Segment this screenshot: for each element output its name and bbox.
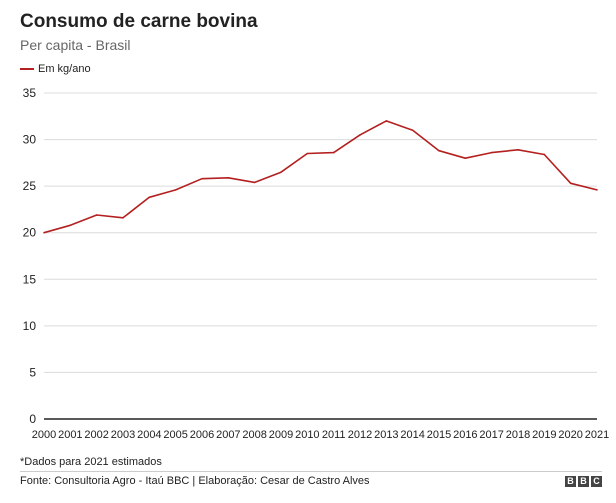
x-tick-label: 2019	[532, 429, 556, 441]
footer-divider	[20, 471, 602, 472]
data-point	[464, 157, 467, 159]
y-tick-label: 5	[29, 365, 36, 379]
bbc-logo: B B C	[565, 476, 602, 487]
data-point	[517, 149, 519, 151]
x-tick-label: 2017	[479, 429, 503, 441]
x-tick-label: 2003	[111, 429, 135, 441]
x-tick-label: 2006	[190, 429, 214, 441]
bbc-logo-letter: B	[565, 476, 576, 487]
y-tick-label: 10	[23, 319, 37, 333]
chart-title: Consumo de carne bovina	[20, 11, 258, 32]
data-point	[438, 149, 440, 152]
data-point	[543, 153, 546, 156]
data-point	[280, 171, 282, 173]
data-point	[148, 196, 151, 199]
chart-subtitle: Per capita - Brasil	[20, 37, 131, 53]
y-tick-label: 15	[23, 272, 37, 286]
x-tick-label: 2012	[348, 429, 372, 441]
source-text: Fonte: Consultoria Agro - Itaú BBC | Ela…	[20, 475, 370, 487]
chart-legend: Em kg/ano	[20, 63, 91, 75]
x-tick-label: 2018	[506, 429, 530, 441]
data-point	[385, 120, 388, 122]
y-tick-label: 0	[29, 412, 36, 426]
x-tick-label: 2008	[242, 429, 266, 441]
data-point	[122, 217, 124, 219]
data-point	[201, 177, 203, 180]
bbc-logo-letter: B	[578, 476, 589, 487]
data-point	[411, 129, 414, 132]
data-point	[253, 181, 256, 184]
x-tick-label: 2009	[269, 429, 293, 441]
x-tick-label: 2007	[216, 429, 240, 441]
data-point	[227, 176, 230, 179]
footnote: *Dados para 2021 estimados	[20, 456, 162, 468]
legend-swatch	[20, 68, 34, 70]
data-point	[332, 151, 335, 154]
x-tick-label: 2004	[137, 429, 161, 441]
data-point	[174, 189, 177, 191]
x-tick-label: 2005	[163, 429, 187, 441]
y-tick-label: 20	[23, 226, 37, 240]
x-tick-label: 2011	[322, 429, 346, 441]
x-tick-label: 2016	[453, 429, 477, 441]
x-tick-label: 2015	[427, 429, 451, 441]
data-point	[95, 214, 98, 216]
series-line	[43, 120, 598, 234]
x-tick-label: 2021	[585, 429, 609, 441]
y-tick-label: 35	[23, 86, 37, 100]
data-point	[69, 224, 72, 227]
data-point	[596, 189, 598, 191]
data-point	[43, 231, 45, 234]
data-point	[490, 151, 493, 154]
data-point	[359, 134, 361, 136]
x-tick-label: 2000	[32, 429, 56, 441]
y-tick-label: 30	[23, 133, 37, 147]
x-tick-label: 2013	[374, 429, 398, 441]
x-tick-label: 2010	[295, 429, 319, 441]
x-tick-label: 2002	[84, 429, 108, 441]
bbc-logo-letter: C	[591, 476, 602, 487]
x-tick-label: 2020	[558, 429, 582, 441]
legend-label: Em kg/ano	[38, 63, 91, 75]
x-tick-label: 2014	[400, 429, 424, 441]
data-point	[569, 182, 572, 185]
y-tick-label: 25	[23, 179, 37, 193]
data-point	[306, 152, 309, 155]
x-tick-label: 2001	[58, 429, 82, 441]
